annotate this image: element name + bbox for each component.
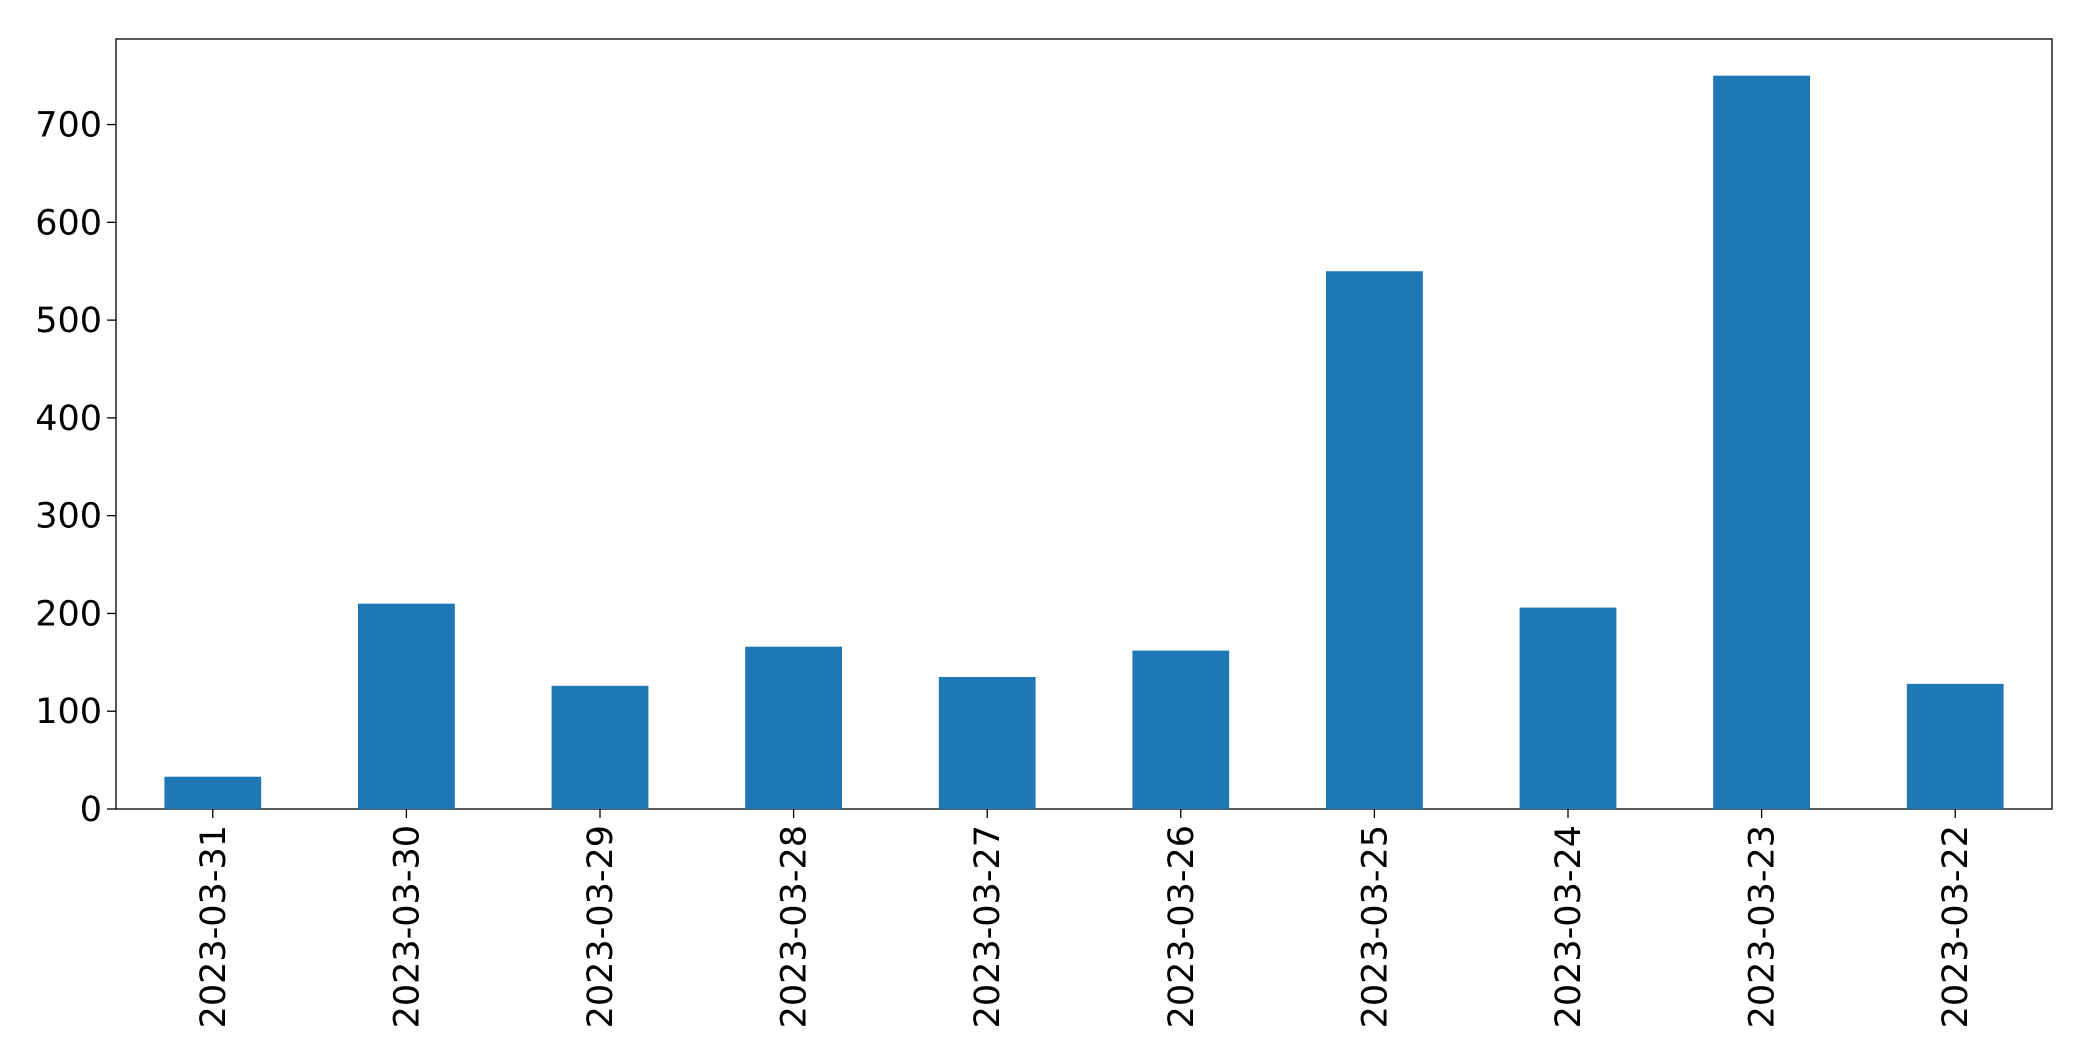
x-tick-label: 2023-03-22 <box>1936 825 1976 1028</box>
bar <box>745 646 842 809</box>
y-tick-label: 0 <box>80 790 102 830</box>
x-tick-label: 2023-03-28 <box>775 825 815 1028</box>
x-tick-label: 2023-03-29 <box>581 825 621 1028</box>
bar <box>938 677 1036 809</box>
bar <box>1326 271 1423 809</box>
y-tick-label: 700 <box>35 106 102 146</box>
y-tick-label: 600 <box>35 203 102 243</box>
bar <box>1906 683 2004 809</box>
x-tick-label: 2023-03-25 <box>1355 825 1395 1028</box>
bar <box>1519 607 1617 809</box>
y-tick-label: 500 <box>35 301 102 341</box>
y-tick-label: 100 <box>35 692 102 732</box>
x-tick-label: 2023-03-27 <box>968 825 1008 1028</box>
x-tick-label: 2023-03-24 <box>1549 825 1589 1028</box>
y-tick-label: 400 <box>35 399 102 439</box>
bar <box>358 603 455 809</box>
bar <box>164 776 262 809</box>
x-tick-label: 2023-03-23 <box>1743 825 1783 1028</box>
bar <box>551 685 649 809</box>
bar <box>1713 75 1810 809</box>
x-tick-label: 2023-03-31 <box>194 825 234 1028</box>
y-tick-label: 200 <box>35 594 102 634</box>
x-tick-label: 2023-03-26 <box>1162 825 1202 1028</box>
bar <box>1132 650 1230 809</box>
plot-frame <box>115 38 2053 810</box>
x-tick-label: 2023-03-30 <box>387 825 427 1028</box>
y-tick-label: 300 <box>35 497 102 537</box>
